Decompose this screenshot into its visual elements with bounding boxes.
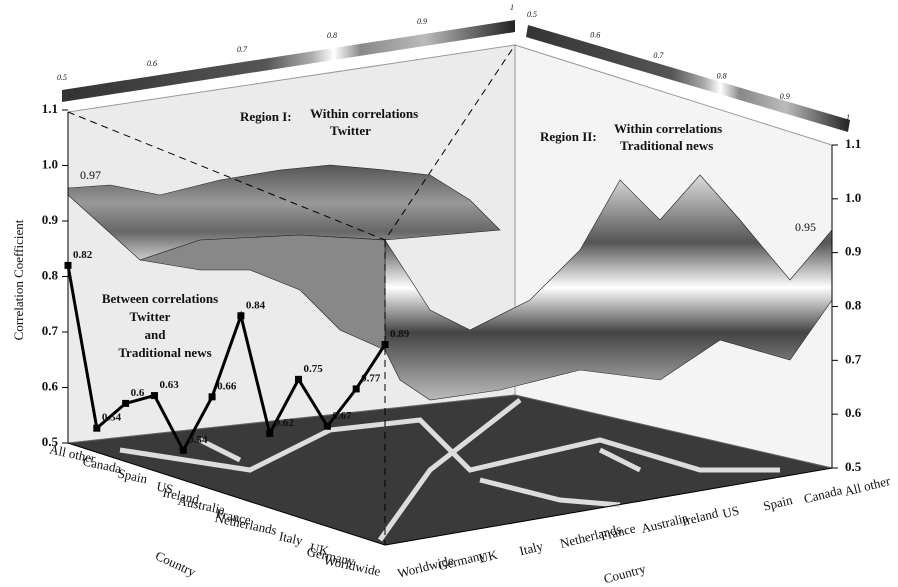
colorbar-tick-label: 0.6 [590, 30, 600, 39]
between-note: Between correlations [102, 291, 218, 306]
data-point [381, 341, 389, 348]
colorbar [526, 25, 850, 132]
data-point [266, 429, 274, 437]
colorbar-tick-label: 1 [510, 3, 514, 12]
x-tick-label: Australia [640, 510, 690, 536]
colorbar-tick-label: 0.8 [327, 31, 337, 40]
data-point [179, 446, 187, 454]
region-label: Region II: [540, 129, 597, 144]
x-tick-label: All other [843, 473, 892, 499]
data-point [150, 392, 158, 400]
between-note: Twitter [130, 309, 171, 324]
between-note: Traditional news [118, 345, 211, 360]
data-label: 0.62 [275, 417, 295, 429]
colorbar-tick-label: 0.6 [147, 59, 157, 68]
data-point [323, 422, 331, 430]
y-axis-label: Correlation Coefficient [11, 219, 26, 340]
y2-tick-label: 0.7 [845, 351, 862, 366]
data-label: 0.6 [131, 387, 145, 399]
data-label: 0.67 [332, 410, 352, 422]
data-label: 0.54 [102, 412, 122, 424]
x-tick-label: UK [477, 547, 499, 566]
y2-tick-label: 0.5 [845, 459, 862, 474]
between-note: and [145, 327, 167, 342]
y2-tick-label: 1.0 [845, 190, 861, 205]
data-label: 0.54 [188, 434, 208, 446]
data-label: 0.82 [73, 249, 93, 261]
data-label: 0.75 [304, 363, 324, 375]
data-label: 0.84 [246, 299, 266, 311]
surface-between [139, 234, 386, 351]
y-tick-label: 0.6 [42, 378, 59, 393]
y2-tick-label: 0.8 [845, 297, 862, 312]
data-point [237, 312, 245, 320]
x-tick-label: France [215, 505, 253, 527]
colorbar-tick-label: 0.9 [417, 17, 427, 26]
x-tick-label: Worldwide [396, 552, 456, 581]
data-point [93, 424, 101, 432]
colorbar-tick-label: 0.7 [237, 45, 248, 54]
region-label: Within correlations [614, 121, 722, 136]
region-label: Region I: [240, 109, 292, 124]
surface-label: 0.95 [795, 220, 816, 234]
data-point [64, 261, 72, 269]
colorbar-tick-label: 0.7 [653, 51, 664, 60]
x-tick-label: Spain [762, 492, 795, 514]
right-floor-edge [384, 467, 833, 546]
colorbar-tick-label: 0.9 [780, 92, 790, 101]
x-tick-label: US [155, 479, 174, 497]
colorbar-tick-label: 0.5 [57, 73, 67, 82]
x-tick-label: UK [309, 540, 331, 559]
data-label: 0.63 [159, 379, 179, 391]
surface-label: 0.97 [80, 168, 101, 182]
x-tick-label: Italy [278, 528, 305, 548]
y-tick-label: 0.5 [42, 434, 59, 449]
y2-tick-label: 0.6 [845, 405, 862, 420]
colorbar-tick-label: 0.8 [717, 72, 727, 81]
left-floor-edge [67, 442, 386, 546]
data-label: 0.77 [361, 372, 381, 384]
colorbar [62, 20, 515, 102]
colorbar-tick-label: 0.5 [527, 10, 537, 19]
region-label: Within correlations [310, 106, 418, 121]
data-point [208, 393, 216, 401]
region-label: Twitter [330, 123, 371, 138]
data-line [66, 265, 387, 454]
x-tick-label: Italy [518, 538, 545, 558]
y-tick-label: 1.1 [42, 101, 58, 116]
data-label: 0.66 [217, 380, 237, 392]
box-edges [67, 44, 516, 545]
y2-tick-label: 0.9 [845, 244, 862, 259]
y-tick-label: 1.0 [42, 156, 58, 171]
data-label: 0.89 [390, 328, 410, 340]
colorbar-tick-label: 1 [846, 113, 850, 122]
region-label: Traditional news [620, 138, 713, 153]
x-axis-label: Country [602, 561, 648, 587]
y-tick-label: 0.9 [42, 212, 59, 227]
floor-streaks [119, 398, 780, 542]
x-tick-label: Spain [117, 466, 150, 487]
data-point [122, 399, 130, 407]
y2-tick-label: 1.1 [845, 136, 861, 151]
x-tick-label: Netherlands [558, 521, 623, 551]
x-tick-label: Canada [802, 482, 844, 506]
x-tick-label: US [721, 503, 741, 522]
x-axis-label: Country [153, 548, 198, 580]
data-point [352, 385, 360, 393]
y-tick-label: 0.7 [42, 323, 59, 338]
y-tick-label: 0.8 [42, 267, 59, 282]
data-point [295, 375, 303, 383]
